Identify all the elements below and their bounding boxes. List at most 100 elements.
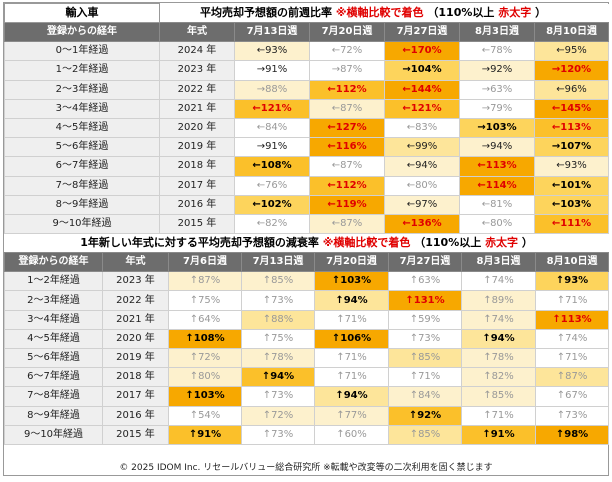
value-text: ↑94%: [482, 332, 515, 344]
value-text: ↑60%: [336, 428, 367, 440]
table1-header-age: 登録からの経年: [4, 21, 160, 43]
value-text: ↑94%: [335, 390, 368, 402]
table-row: 3～4年経過 2021 年 ↑64% ↑88% ↑71% ↑59% ↑74% ↑113%: [4, 309, 610, 330]
row-year-label: 2020 年: [159, 117, 235, 139]
row-age-label: 9～10年経過: [4, 213, 160, 235]
row-age-label: 9～10年経過: [4, 424, 103, 445]
value-cell: ↑78%: [461, 347, 536, 369]
table-row: 7～8年経過 2017 年 ↑103% ↑73% ↑94% ↑84% ↑85% ↑67%: [4, 386, 610, 407]
value-text: ←103%: [551, 198, 592, 210]
value-cell: ↑73%: [241, 290, 315, 311]
value-text: ←82%: [256, 217, 288, 229]
value-cell: ←113%: [459, 156, 535, 177]
value-text: ↑73%: [556, 409, 588, 421]
value-text: ↑82%: [483, 371, 514, 383]
value-text: ↑92%: [408, 409, 442, 421]
row-age-label: 7～8年経過: [4, 386, 103, 407]
value-cell: ↑93%: [534, 271, 610, 292]
value-text: →88%: [256, 83, 288, 95]
value-text: ←108%: [252, 160, 292, 172]
table1-header-week: 7月20日週: [309, 21, 385, 43]
value-text: ↑74%: [483, 275, 514, 287]
value-text: ↑73%: [262, 390, 294, 402]
value-cell: ←99%: [384, 137, 460, 158]
value-cell: ←116%: [309, 137, 385, 158]
value-text: ↑71%: [336, 352, 367, 364]
row-age-label: 8～9年経過: [4, 405, 103, 426]
value-cell: ↑73%: [241, 424, 315, 445]
table-row: 1～2年経過 2023 年 →91% →87% →104% →92% →120%: [4, 60, 610, 81]
row-year-label: 2019 年: [159, 137, 235, 158]
value-cell: ↑59%: [388, 309, 462, 330]
decay-rate-table: 1年新しい年式に対する平均売却予想額の減衰率 ※横軸比較で着色 （110%以上 …: [4, 234, 610, 445]
value-text: ↑106%: [331, 332, 372, 344]
value-cell: ←81%: [459, 194, 535, 215]
value-cell: →94%: [459, 137, 535, 158]
value-cell: ←78%: [459, 41, 535, 62]
row-age-label: 8～9年経過: [4, 194, 160, 215]
value-cell: ←80%: [459, 213, 535, 235]
value-text: ←87%: [331, 217, 363, 229]
value-cell: ←121%: [234, 98, 310, 119]
value-text: →104%: [402, 64, 442, 76]
value-text: ←119%: [327, 198, 367, 210]
value-text: ←114%: [477, 179, 517, 191]
value-text: ←93%: [256, 45, 288, 57]
value-cell: ↑71%: [314, 347, 389, 369]
value-cell: ↑103%: [168, 386, 242, 407]
table2-title-rule-c: ）: [521, 236, 533, 250]
value-cell: ↑103%: [314, 271, 389, 292]
table-row: 0～1年経過 2024 年 ←93% ←72% ←170% ←78% ←95%: [4, 41, 610, 62]
value-text: ↑93%: [555, 275, 589, 287]
row-age-label: 3～4年経過: [4, 98, 160, 119]
row-age-label: 4～5年経過: [4, 328, 103, 350]
value-cell: →103%: [459, 117, 535, 139]
value-text: ←116%: [327, 141, 367, 153]
value-cell: ←111%: [533, 213, 610, 235]
value-text: ↑131%: [405, 294, 445, 306]
row-age-label: 7～8年経過: [4, 175, 160, 196]
value-cell: ↑73%: [388, 328, 462, 350]
value-text: ←111%: [551, 217, 592, 229]
value-text: ↑108%: [185, 332, 225, 344]
value-cell: ↑82%: [461, 367, 536, 388]
value-text: ↑78%: [483, 352, 514, 364]
value-text: ↑63%: [409, 275, 441, 287]
value-cell: ↑94%: [461, 328, 536, 350]
value-text: ←94%: [406, 160, 438, 172]
value-cell: ↑94%: [241, 367, 315, 388]
value-text: →87%: [331, 64, 363, 76]
value-text: ↑85%: [409, 428, 441, 440]
value-text: ←101%: [551, 179, 592, 191]
table2-header-year: 年式: [102, 252, 169, 273]
value-text: ←83%: [406, 122, 438, 134]
value-cell: ↑72%: [168, 347, 242, 369]
value-cell: ↑73%: [534, 405, 610, 426]
value-cell: ↑71%: [534, 347, 610, 369]
value-cell: ↑75%: [241, 328, 315, 350]
value-text: ←112%: [327, 179, 367, 191]
value-text: ←93%: [556, 160, 587, 172]
report-panel: 輸入車 平均売却予想額の前週比率 ※横軸比較で着色 （110%以上 赤太字 ） …: [3, 2, 610, 476]
table-row: 1～2年経過 2023 年 ↑87% ↑85% ↑103% ↑63% ↑74% ↑93%: [4, 271, 610, 292]
table1-title: 平均売却予想額の前週比率 ※横軸比較で着色 （110%以上 赤太字 ）: [159, 3, 609, 23]
table1-title-rule-a: （110%以上: [427, 5, 495, 19]
value-cell: ↑71%: [314, 309, 389, 330]
value-text: ←113%: [551, 122, 592, 134]
value-cell: ←114%: [459, 175, 535, 196]
value-text: →94%: [481, 141, 513, 153]
value-text: →91%: [256, 64, 288, 76]
value-cell: →92%: [459, 60, 535, 81]
value-text: ←102%: [252, 198, 292, 210]
value-text: ↑59%: [409, 313, 441, 325]
value-cell: ↑89%: [461, 290, 536, 311]
value-text: ←72%: [331, 45, 363, 57]
value-text: ↑75%: [262, 332, 294, 344]
value-cell: ←96%: [533, 79, 610, 100]
value-text: ↑94%: [261, 371, 295, 383]
value-text: ←127%: [327, 122, 367, 134]
value-cell: →120%: [533, 60, 610, 81]
value-cell: ↑75%: [168, 290, 242, 311]
table-row: 7～8年経過 2017 年 ←76% ←112% ←80% ←114% ←101%: [4, 175, 610, 196]
table2-header-week: 8月3日週: [461, 252, 536, 273]
